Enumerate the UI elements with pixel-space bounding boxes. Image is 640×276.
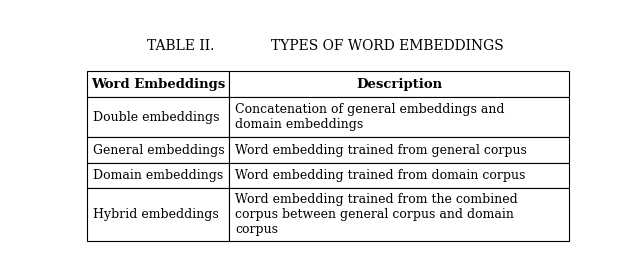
- Bar: [229, 137, 568, 163]
- Text: TYPES OF WORD EMBEDDINGS: TYPES OF WORD EMBEDDINGS: [271, 39, 504, 53]
- Bar: [88, 137, 229, 163]
- Text: General embeddings: General embeddings: [93, 144, 225, 156]
- Bar: [88, 71, 229, 97]
- Text: Concatenation of general embeddings and: Concatenation of general embeddings and: [236, 103, 505, 116]
- Bar: [229, 188, 568, 242]
- Text: Description: Description: [356, 78, 442, 91]
- Bar: [229, 97, 568, 137]
- Bar: [88, 97, 229, 137]
- Text: Word embedding trained from general corpus: Word embedding trained from general corp…: [236, 144, 527, 156]
- Bar: [229, 71, 568, 97]
- Text: corpus: corpus: [236, 223, 278, 236]
- Text: Hybrid embeddings: Hybrid embeddings: [93, 208, 219, 221]
- Bar: [229, 163, 568, 188]
- Bar: [88, 163, 229, 188]
- Text: corpus between general corpus and domain: corpus between general corpus and domain: [236, 208, 514, 221]
- Text: Word embedding trained from domain corpus: Word embedding trained from domain corpu…: [236, 169, 525, 182]
- Text: domain embeddings: domain embeddings: [236, 118, 364, 131]
- Bar: [88, 188, 229, 242]
- Text: Word embedding trained from the combined: Word embedding trained from the combined: [236, 193, 518, 206]
- Text: Word Embeddings: Word Embeddings: [92, 78, 225, 91]
- Text: Domain embeddings: Domain embeddings: [93, 169, 223, 182]
- Text: Double embeddings: Double embeddings: [93, 111, 220, 124]
- Text: TABLE II.: TABLE II.: [147, 39, 214, 53]
